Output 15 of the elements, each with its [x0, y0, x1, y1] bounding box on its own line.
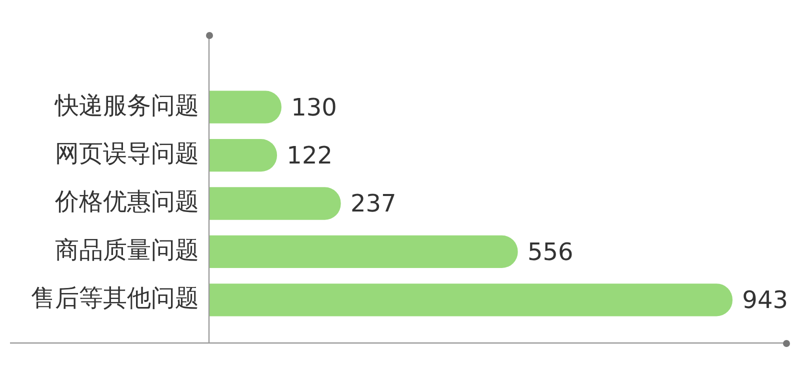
data-label: 122	[286, 142, 332, 170]
data-label: 943	[742, 286, 788, 314]
y-tick-label: 网页误导问题	[55, 140, 199, 168]
data-label: 556	[527, 238, 574, 266]
bar	[209, 235, 518, 268]
bar	[209, 90, 282, 124]
data-label: 130	[291, 93, 337, 122]
y-tick-label: 售后等其他问题	[31, 284, 199, 312]
data-label: 237	[350, 190, 396, 218]
bar	[209, 138, 278, 172]
bar	[209, 187, 341, 220]
bar	[209, 284, 733, 316]
y-tick-label: 商品质量问题	[55, 236, 199, 264]
y-tick-label: 价格优惠问题	[54, 188, 199, 216]
y-tick-label: 快递服务问题	[54, 91, 199, 120]
